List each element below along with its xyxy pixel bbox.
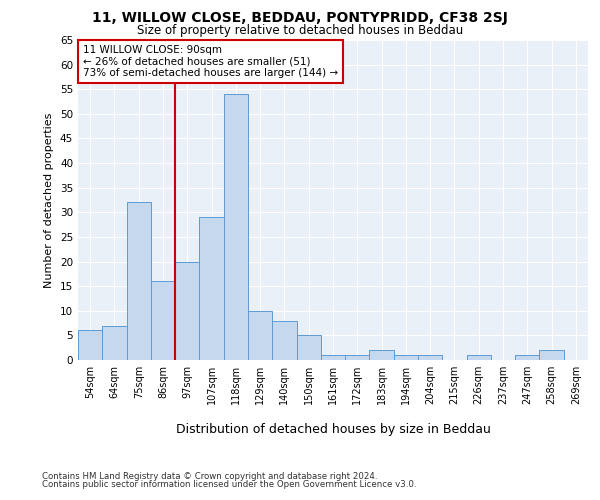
Bar: [272, 320, 296, 360]
Text: Contains HM Land Registry data © Crown copyright and database right 2024.: Contains HM Land Registry data © Crown c…: [42, 472, 377, 481]
Bar: [224, 94, 248, 360]
Bar: [102, 326, 127, 360]
Bar: [321, 355, 345, 360]
Bar: [418, 355, 442, 360]
Bar: [78, 330, 102, 360]
Bar: [539, 350, 564, 360]
Text: Distribution of detached houses by size in Beddau: Distribution of detached houses by size …: [176, 422, 490, 436]
Bar: [370, 350, 394, 360]
Bar: [515, 355, 539, 360]
Bar: [151, 281, 175, 360]
Y-axis label: Number of detached properties: Number of detached properties: [44, 112, 55, 288]
Bar: [199, 217, 224, 360]
Bar: [296, 336, 321, 360]
Text: Size of property relative to detached houses in Beddau: Size of property relative to detached ho…: [137, 24, 463, 37]
Bar: [127, 202, 151, 360]
Text: 11, WILLOW CLOSE, BEDDAU, PONTYPRIDD, CF38 2SJ: 11, WILLOW CLOSE, BEDDAU, PONTYPRIDD, CF…: [92, 11, 508, 25]
Bar: [345, 355, 370, 360]
Bar: [394, 355, 418, 360]
Bar: [467, 355, 491, 360]
Text: Contains public sector information licensed under the Open Government Licence v3: Contains public sector information licen…: [42, 480, 416, 489]
Bar: [175, 262, 199, 360]
Bar: [248, 311, 272, 360]
Text: 11 WILLOW CLOSE: 90sqm
← 26% of detached houses are smaller (51)
73% of semi-det: 11 WILLOW CLOSE: 90sqm ← 26% of detached…: [83, 45, 338, 78]
